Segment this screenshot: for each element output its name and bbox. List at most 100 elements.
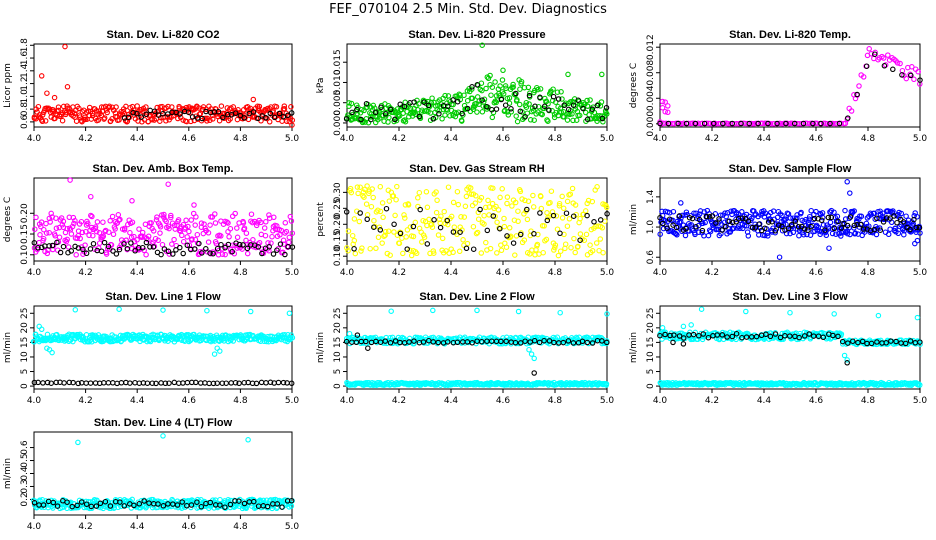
data-point [454,339,461,346]
data-point [267,110,274,117]
data-point [150,228,157,234]
data-point [99,234,106,240]
data-point [363,201,370,207]
data-point [729,219,736,226]
data-point [683,120,690,127]
data-point [143,104,149,110]
x-tick-label: 4.4 [444,396,459,406]
data-point [364,212,371,218]
data-point [541,223,547,229]
data-point [73,118,80,124]
y-axis-label: ml/min [316,332,326,363]
data-point [903,213,909,219]
data-point [461,214,468,220]
data-point [77,235,83,242]
data-point [263,115,269,121]
data-point [543,236,550,243]
y-tick-label: 0.4 [20,466,30,481]
data-point [136,501,143,507]
data-point [787,309,793,316]
data-point [858,213,865,220]
data-point [253,380,260,387]
data-point [132,248,138,254]
data-point [32,331,39,338]
data-point [597,217,604,223]
y-tick-label: 5 [20,369,30,375]
data-point [871,55,877,62]
data-point [569,111,575,117]
data-point [490,213,497,219]
data-point [915,381,922,387]
data-point [100,233,107,240]
data-point [706,213,713,220]
data-point [575,243,581,250]
data-point [570,213,577,219]
data-point [394,183,400,190]
data-point [430,248,437,254]
data-point [375,207,381,214]
data-point [568,244,574,251]
data-point [262,232,269,239]
series-all [30,306,296,357]
data-point [826,245,832,251]
data-point [916,225,923,231]
data-point [203,246,209,252]
data-point [475,216,482,222]
data-point [545,118,551,124]
data-point [497,225,503,232]
x-tick-label: 4.4 [757,396,772,406]
data-point [125,114,132,121]
data-point [93,228,100,235]
data-point [745,218,752,225]
data-point [377,227,384,233]
data-point [397,230,404,237]
y-tick-label: 1.4 [20,63,30,78]
data-point [345,228,352,234]
data-point [215,108,222,115]
data-point [521,237,528,243]
data-point [248,218,254,224]
x-tick-label: 4.6 [182,134,197,144]
data-point [41,226,47,233]
x-tick-label: 4.8 [548,134,563,144]
data-point [682,232,689,239]
data-point [531,117,537,123]
data-point [531,355,537,362]
data-point [217,348,223,354]
data-point [106,103,113,110]
data-point [40,235,47,242]
x-tick-label: 5.0 [600,134,615,144]
data-point [897,60,903,67]
data-point [396,240,403,247]
data-point [352,250,359,257]
data-point [699,227,706,234]
data-point [198,503,205,510]
data-point [693,223,699,230]
data-point [274,247,280,253]
data-point [705,232,712,239]
data-point [564,198,571,205]
data-point [516,101,523,108]
data-point [199,250,205,256]
data-point [136,226,142,232]
plot-frame [33,177,293,262]
data-point [56,234,63,241]
data-point [355,190,361,197]
data-point [559,96,565,102]
data-point [794,215,800,221]
data-point [517,340,524,346]
data-point [526,101,532,107]
data-point [573,334,580,341]
data-point [402,118,409,125]
data-point [733,336,739,343]
data-point [266,119,273,125]
data-point [102,498,109,505]
data-point [188,217,195,223]
data-point [439,116,445,122]
data-point [165,103,171,110]
data-point [288,218,295,224]
data-point [464,105,471,112]
data-point [915,68,921,75]
data-point [289,230,296,236]
